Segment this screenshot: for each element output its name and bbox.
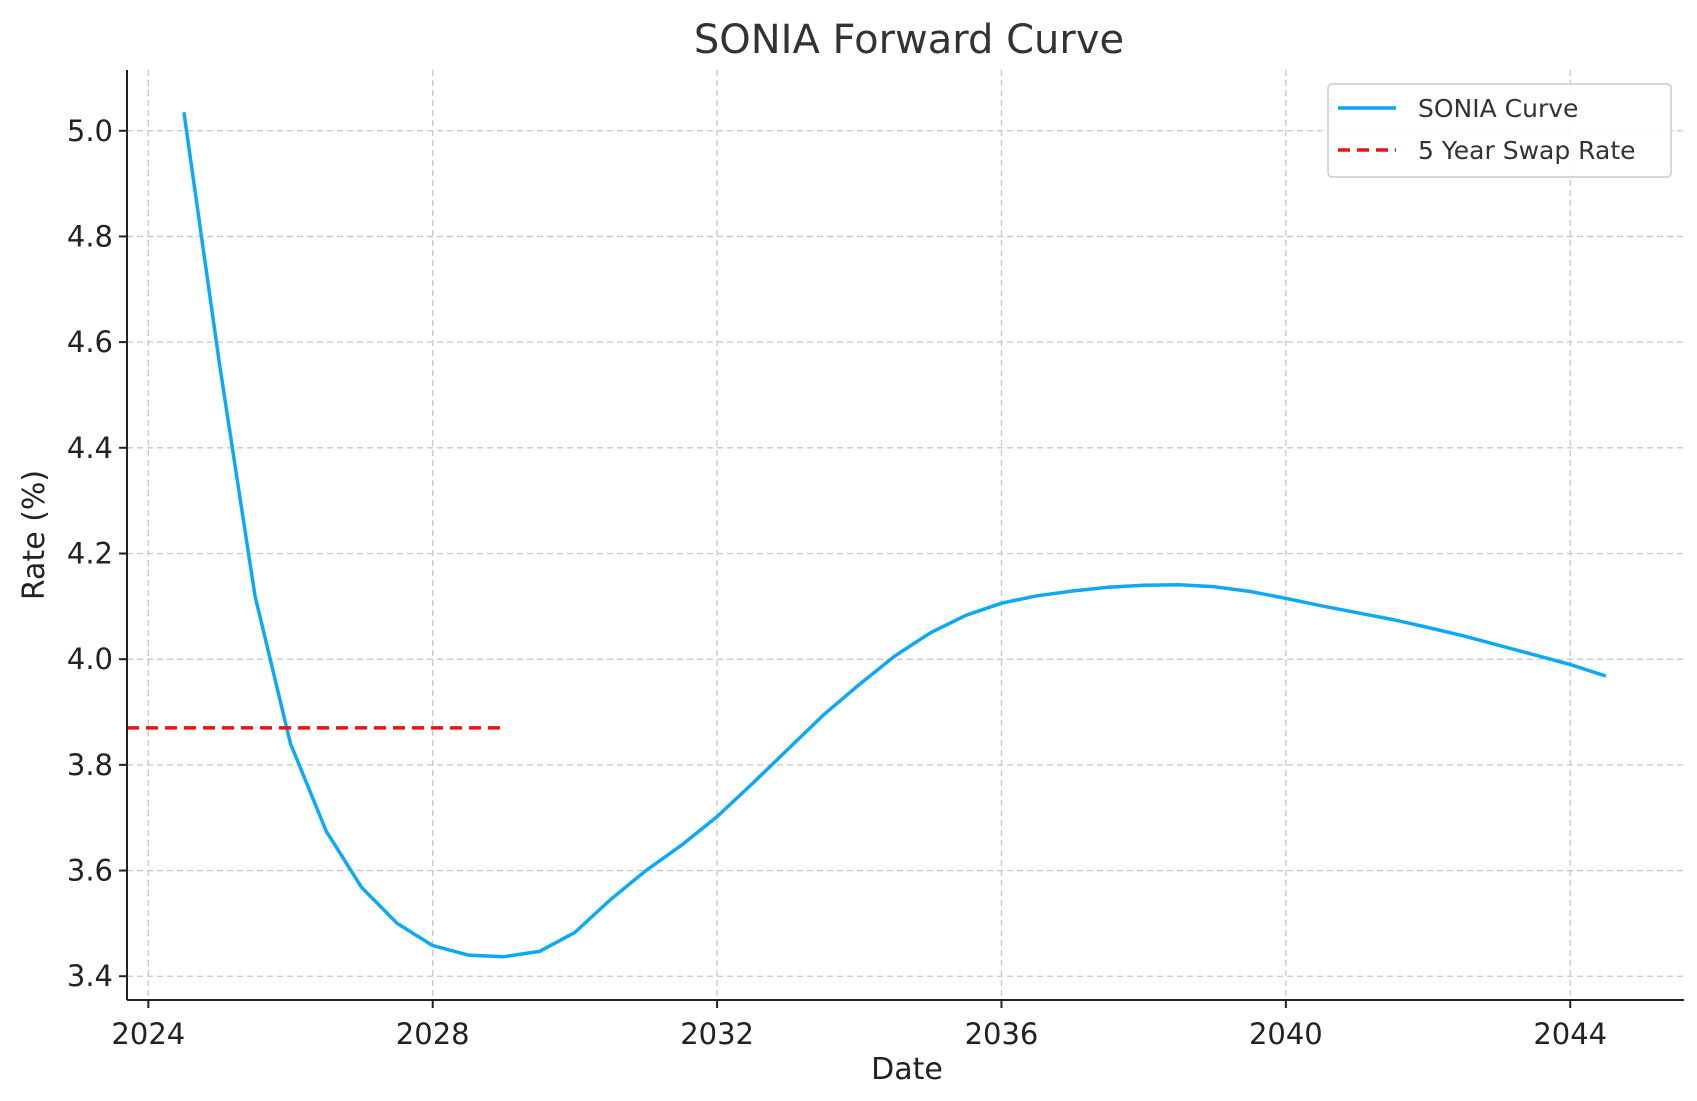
x-axis-ticks: 2024 2028 2032 2036 2040 2044: [111, 1000, 1607, 1051]
y-tick-label: 4.6: [67, 325, 113, 359]
y-tick-label: 3.4: [67, 959, 113, 993]
y-tick-label: 4.0: [67, 642, 113, 676]
y-tick-label: 3.8: [67, 748, 113, 782]
x-gridlines: [147, 70, 1571, 1000]
series-layer: [127, 112, 1607, 959]
y-tick-label: 3.6: [67, 854, 113, 888]
x-tick-label: 2044: [1533, 1017, 1607, 1051]
series-line-sonia-curve: [182, 112, 1607, 959]
x-tick-label: 2036: [965, 1017, 1039, 1051]
x-tick-label: 2028: [396, 1017, 470, 1051]
y-tick-label: 4.4: [67, 431, 113, 465]
y-tick-label: 4.2: [67, 536, 113, 570]
y-axis-ticks: 3.4 3.6 3.8 4.0 4.2 4.4 4.6 4.8 5.0: [67, 114, 127, 993]
legend-label-5-year-swap-rate: 5 Year Swap Rate: [1418, 136, 1636, 165]
x-tick-label: 2024: [111, 1017, 185, 1051]
x-tick-label: 2032: [680, 1017, 754, 1051]
y-tick-label: 5.0: [67, 114, 113, 148]
y-tick-label: 4.8: [67, 219, 113, 253]
x-tick-label: 2040: [1249, 1017, 1323, 1051]
legend-frame: [1327, 83, 1672, 178]
y-axis-label: Rate (%): [17, 470, 52, 600]
legend: SONIA Curve 5 Year Swap Rate: [1327, 83, 1672, 178]
legend-label-sonia-curve: SONIA Curve: [1418, 94, 1578, 123]
chart-title: SONIA Forward Curve: [694, 17, 1124, 63]
x-axis-label: Date: [871, 1052, 943, 1087]
